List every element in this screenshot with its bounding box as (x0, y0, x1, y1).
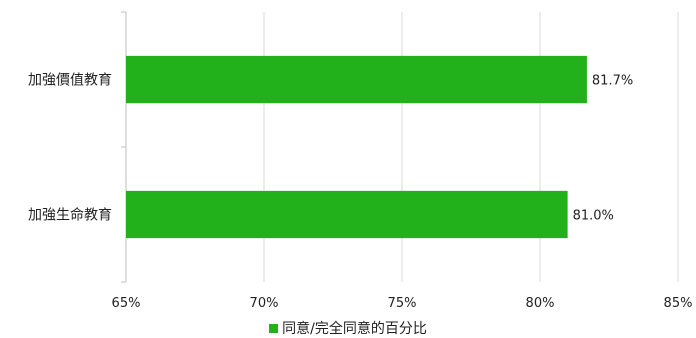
axes (121, 11, 127, 283)
x-tick-label: 85% (664, 296, 693, 311)
legend: 同意/完全同意的百分比 (0, 318, 696, 338)
data-label: 81.7% (592, 74, 633, 89)
legend-label: 同意/完全同意的百分比 (282, 321, 427, 337)
gridlines (263, 12, 679, 282)
category-label: 加強生命教育 (28, 207, 112, 224)
legend-swatch (269, 323, 279, 333)
x-tick-label: 65% (112, 296, 141, 311)
data-label: 81.0% (573, 209, 614, 224)
bars (126, 55, 587, 239)
x-tick-label: 75% (388, 296, 417, 311)
x-tick-label: 70% (250, 296, 279, 311)
bar (126, 190, 568, 239)
labels: 65% 70% 75% 80% 85% 加強價值教育 81.7% 加強生命教育 81.0% (28, 72, 692, 312)
category-label: 加強價值教育 (28, 72, 112, 89)
bar (126, 55, 587, 104)
x-tick-label: 80% (526, 296, 555, 311)
